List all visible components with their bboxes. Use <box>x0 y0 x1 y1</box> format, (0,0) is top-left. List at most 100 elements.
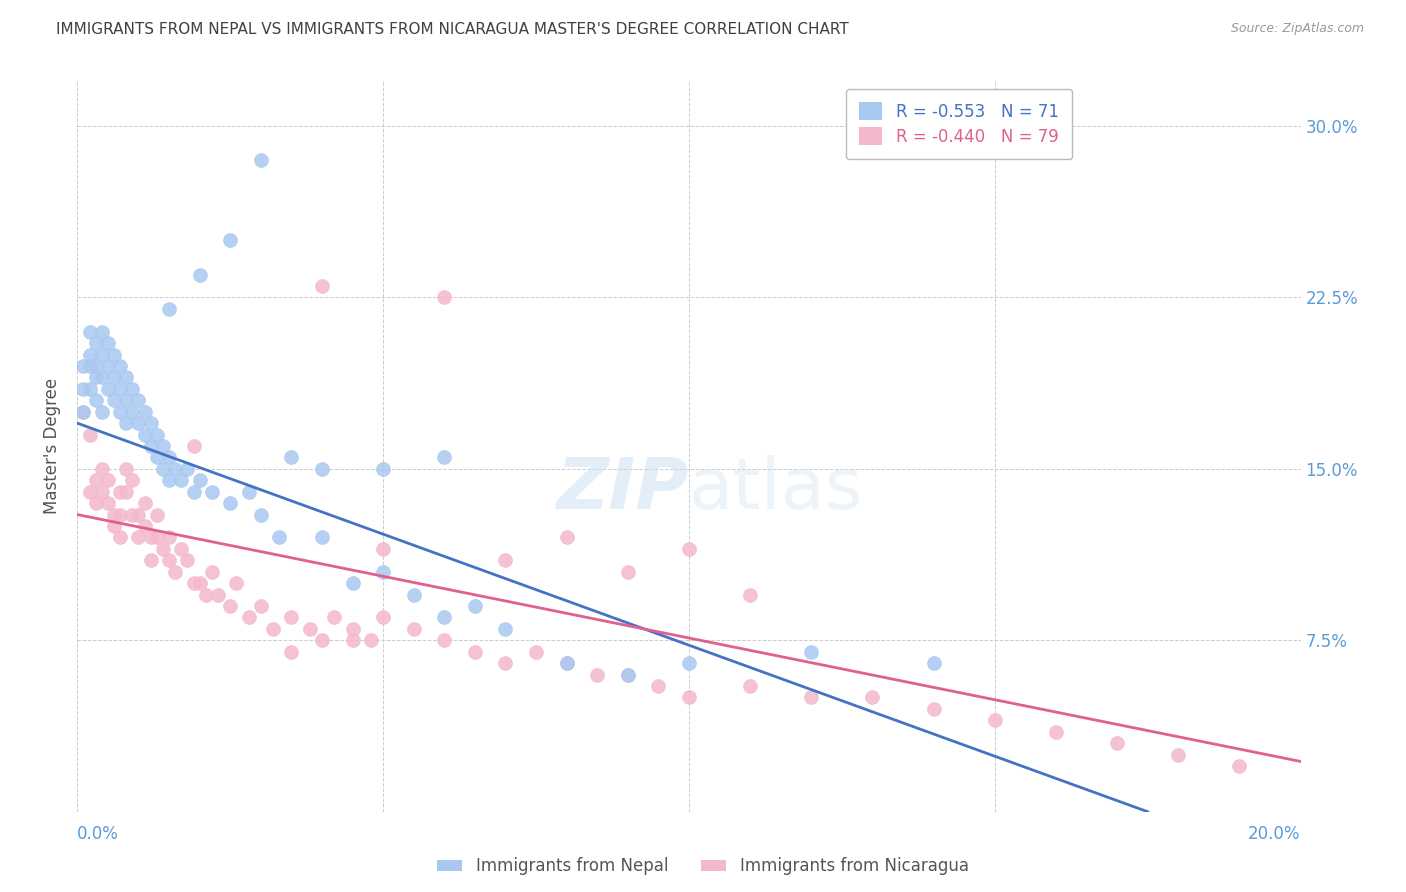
Point <box>79 325 101 339</box>
Point <box>1229 759 1251 773</box>
Point <box>152 439 174 453</box>
Point <box>617 667 640 681</box>
Point <box>740 679 762 693</box>
Point <box>84 393 107 408</box>
Point <box>250 599 273 613</box>
Point <box>146 450 169 465</box>
Point <box>201 484 224 499</box>
Point <box>84 359 107 373</box>
Point <box>90 325 112 339</box>
Point <box>586 667 609 681</box>
Text: Source: ZipAtlas.com: Source: ZipAtlas.com <box>1230 22 1364 36</box>
Point <box>121 473 143 487</box>
Point <box>433 450 456 465</box>
Text: ZIP: ZIP <box>557 456 689 524</box>
Point <box>219 599 242 613</box>
Point <box>555 530 578 544</box>
Point <box>128 393 150 408</box>
Point <box>433 633 456 648</box>
Point <box>170 473 193 487</box>
Point <box>311 462 333 476</box>
Point <box>97 473 120 487</box>
Point <box>371 541 394 556</box>
Text: 0.0%: 0.0% <box>77 825 120 843</box>
Point <box>108 405 131 419</box>
Point <box>121 508 143 522</box>
Point <box>176 462 198 476</box>
Point <box>115 416 138 430</box>
Point <box>269 530 291 544</box>
Point <box>311 279 333 293</box>
Point <box>311 530 333 544</box>
Point <box>464 599 486 613</box>
Point <box>84 496 107 510</box>
Point <box>79 484 101 499</box>
Point <box>678 541 700 556</box>
Point <box>139 416 162 430</box>
Point <box>79 347 101 362</box>
Point <box>90 462 112 476</box>
Point <box>298 622 321 636</box>
Text: 20.0%: 20.0% <box>1249 825 1301 843</box>
Point <box>139 530 162 544</box>
Point <box>103 393 125 408</box>
Point <box>72 382 94 396</box>
Y-axis label: Master's Degree: Master's Degree <box>44 378 62 514</box>
Point <box>134 519 156 533</box>
Point <box>72 405 94 419</box>
Point <box>280 645 302 659</box>
Text: atlas: atlas <box>689 456 863 524</box>
Point <box>128 508 150 522</box>
Point <box>157 301 180 316</box>
Point <box>262 622 284 636</box>
Point <box>617 667 640 681</box>
Point <box>402 622 425 636</box>
Point <box>800 690 823 705</box>
Point <box>183 576 205 591</box>
Point <box>280 450 302 465</box>
Point <box>79 382 101 396</box>
Point <box>90 347 112 362</box>
Point <box>152 541 174 556</box>
Point <box>740 588 762 602</box>
Point <box>555 656 578 670</box>
Point <box>157 553 180 567</box>
Point <box>108 530 131 544</box>
Point <box>194 588 217 602</box>
Point <box>115 370 138 384</box>
Point <box>97 382 120 396</box>
Point <box>371 565 394 579</box>
Point <box>103 347 125 362</box>
Point <box>72 359 94 373</box>
Point <box>90 405 112 419</box>
Legend: Immigrants from Nepal, Immigrants from Nicaragua: Immigrants from Nepal, Immigrants from N… <box>430 851 976 882</box>
Point <box>464 645 486 659</box>
Point <box>647 679 669 693</box>
Point <box>134 427 156 442</box>
Point <box>250 508 273 522</box>
Point <box>280 610 302 624</box>
Point <box>165 565 187 579</box>
Point <box>207 588 229 602</box>
Point <box>1167 747 1189 762</box>
Point <box>128 530 150 544</box>
Point <box>311 633 333 648</box>
Point <box>922 656 945 670</box>
Point <box>121 382 143 396</box>
Point <box>360 633 382 648</box>
Point <box>862 690 884 705</box>
Point <box>157 473 180 487</box>
Legend: R = -0.553   N = 71, R = -0.440   N = 79: R = -0.553 N = 71, R = -0.440 N = 79 <box>845 88 1071 160</box>
Point <box>342 622 364 636</box>
Point <box>342 576 364 591</box>
Point <box>84 473 107 487</box>
Point <box>495 622 517 636</box>
Point <box>157 450 180 465</box>
Point <box>90 484 112 499</box>
Point <box>128 416 150 430</box>
Point <box>323 610 346 624</box>
Point <box>1045 724 1067 739</box>
Point <box>108 484 131 499</box>
Point <box>495 553 517 567</box>
Point <box>617 565 640 579</box>
